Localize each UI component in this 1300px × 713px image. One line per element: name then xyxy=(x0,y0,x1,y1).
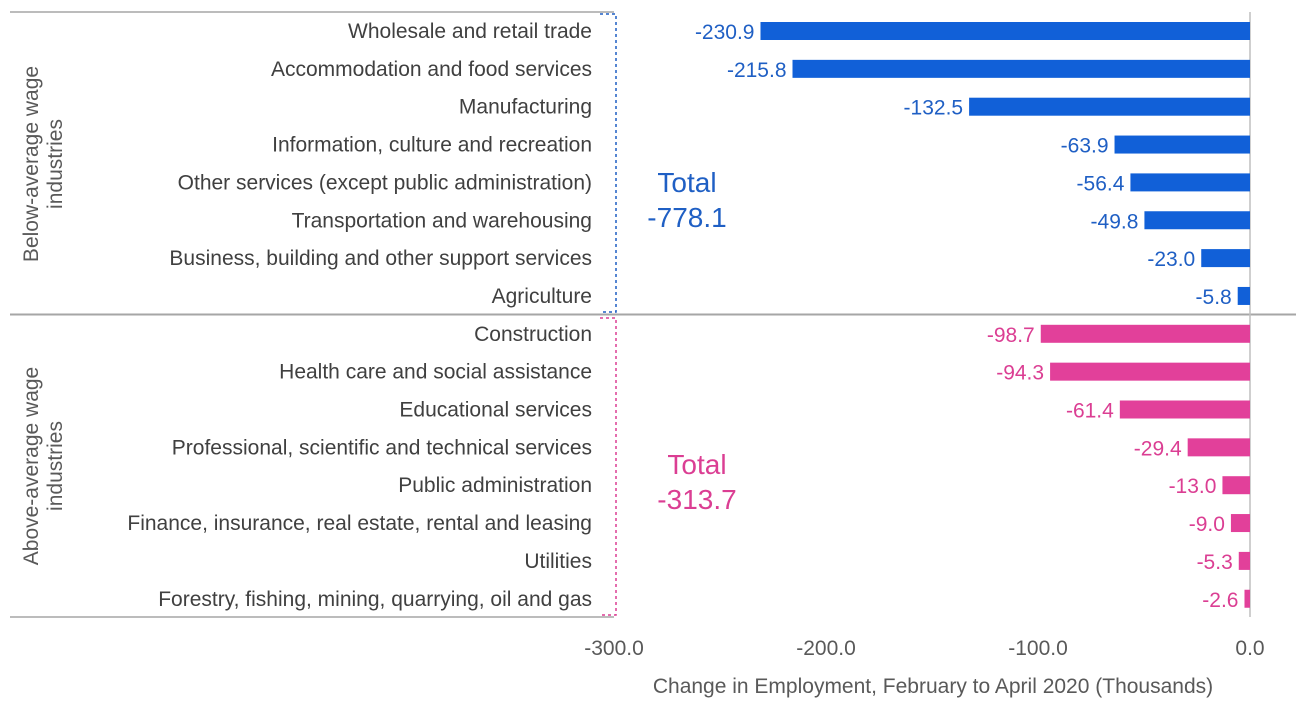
data-label: -98.7 xyxy=(987,324,1035,347)
data-label: -13.0 xyxy=(1169,475,1217,498)
bar xyxy=(1144,211,1250,230)
bar-series xyxy=(760,22,1250,608)
data-label: -9.0 xyxy=(1189,513,1225,536)
x-tick-label: -100.0 xyxy=(1008,637,1068,660)
value-labels: -230.9-215.8-132.5-63.9-56.4-49.8-23.0-5… xyxy=(695,21,1239,612)
data-label: -23.0 xyxy=(1147,248,1195,271)
bar xyxy=(1187,438,1250,457)
bar xyxy=(1201,249,1250,268)
data-label: -61.4 xyxy=(1066,400,1114,423)
category-label: Public administration xyxy=(398,474,592,497)
bar xyxy=(1244,589,1250,608)
x-axis-title: Change in Employment, February to April … xyxy=(653,675,1213,698)
group-label-0: Below-average wageindustries xyxy=(20,66,67,262)
category-label: Information, culture and recreation xyxy=(272,134,592,157)
group-label-1-line1: Above-average wage xyxy=(20,367,43,565)
group-bracket-0 xyxy=(600,13,617,313)
group-labels: Below-average wageindustriesAbove-averag… xyxy=(20,66,67,565)
bar xyxy=(969,97,1250,116)
category-labels: Wholesale and retail trade Accommodation … xyxy=(127,20,592,611)
bar xyxy=(792,59,1250,78)
group-total-value-1: -313.7 xyxy=(657,484,736,515)
group-total-value-0: -778.1 xyxy=(647,202,726,233)
bar xyxy=(1050,362,1250,381)
data-label: -2.6 xyxy=(1202,589,1238,612)
group-totals: Total -778.1 Total -313.7 xyxy=(647,167,736,515)
bar xyxy=(760,22,1250,40)
category-label: Business, building and other support ser… xyxy=(169,247,592,270)
category-label: Utilities xyxy=(524,550,592,573)
group-label-0-line2: industries xyxy=(44,119,67,209)
category-label: Forestry, fishing, mining, quarrying, oi… xyxy=(158,588,592,611)
data-label: -63.9 xyxy=(1061,135,1109,158)
data-label: -56.4 xyxy=(1077,172,1125,195)
category-label: Health care and social assistance xyxy=(279,361,592,384)
category-label: Professional, scientific and technical s… xyxy=(172,436,592,459)
category-label: Manufacturing xyxy=(459,96,592,119)
bar xyxy=(1114,135,1250,154)
group-label-1-line2: industries xyxy=(44,421,67,511)
data-label: -132.5 xyxy=(904,97,964,120)
category-label: Wholesale and retail trade xyxy=(348,20,592,43)
category-label: Construction xyxy=(474,323,592,346)
category-label: Educational services xyxy=(399,399,592,422)
group-brackets xyxy=(600,13,617,616)
group-total-word-1: Total xyxy=(667,449,726,480)
data-label: -5.3 xyxy=(1197,551,1233,574)
bar xyxy=(1119,400,1250,419)
category-label: Accommodation and food services xyxy=(271,58,592,81)
bar xyxy=(1230,514,1250,533)
category-label: Other services (except public administra… xyxy=(178,171,592,194)
data-label: -230.9 xyxy=(695,21,755,44)
bar xyxy=(1130,173,1250,192)
group-label-0-line1: Below-average wage xyxy=(20,66,43,262)
group-label-1: Above-average wageindustries xyxy=(20,367,67,565)
x-axis: Change in Employment, February to April … xyxy=(584,637,1264,698)
data-label: -29.4 xyxy=(1134,437,1182,460)
bar xyxy=(1222,476,1250,495)
group-bracket-1 xyxy=(600,317,617,616)
data-label: -215.8 xyxy=(727,59,787,82)
x-tick-label: 0.0 xyxy=(1235,637,1264,660)
category-label: Finance, insurance, real estate, rental … xyxy=(127,512,592,535)
data-label: -49.8 xyxy=(1091,210,1139,233)
data-label: -94.3 xyxy=(996,362,1044,385)
data-label: -5.8 xyxy=(1196,286,1232,309)
bar xyxy=(1040,324,1250,343)
bar xyxy=(1237,286,1250,305)
x-tick-label: -200.0 xyxy=(796,637,856,660)
group-total-word-0: Total xyxy=(657,167,716,198)
category-label: Agriculture xyxy=(492,285,592,308)
category-label: Transportation and warehousing xyxy=(292,209,592,232)
bar xyxy=(1238,551,1250,570)
x-tick-label: -300.0 xyxy=(584,637,644,660)
